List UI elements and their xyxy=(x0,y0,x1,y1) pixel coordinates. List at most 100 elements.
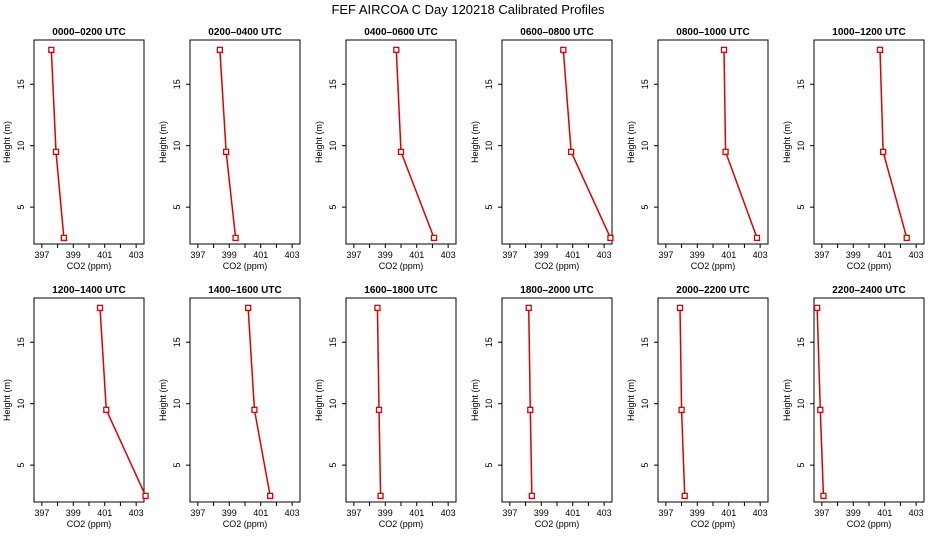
y-tick-label: 15 xyxy=(484,337,494,347)
x-axis-label: CO2 (ppm) xyxy=(379,261,424,271)
y-tick-label: 10 xyxy=(172,141,182,151)
profile-panel: 1400–1600 UTC 397 399 401 403 5 10 15 CO2 (ppm) H… xyxy=(158,285,301,529)
y-tick-label: 5 xyxy=(172,205,182,210)
data-point xyxy=(567,148,575,155)
profile-line xyxy=(816,307,825,496)
y-tick-label: 5 xyxy=(796,463,806,468)
x-axis-label: CO2 (ppm) xyxy=(847,261,892,271)
x-axis-label: CO2 (ppm) xyxy=(67,261,112,271)
panel-title: 0600–0800 UTC xyxy=(520,27,593,38)
x-tick-label: 399 xyxy=(222,508,237,518)
plot-frame xyxy=(657,297,769,503)
y-axis-label: Height (m) xyxy=(158,121,168,163)
profile-line xyxy=(395,49,435,239)
panel-title: 1000–1200 UTC xyxy=(832,27,905,38)
x-tick-label: 403 xyxy=(129,508,144,518)
profile-panel: 0800–1000 UTC 397 399 401 403 5 10 15 CO2 (ppm) H… xyxy=(626,27,769,271)
y-axis-label: Height (m) xyxy=(2,379,12,421)
y-axis-label: Height (m) xyxy=(470,379,480,421)
profile-panel: 1200–1400 UTC 397 399 401 403 5 10 15 CO2 (ppm) H… xyxy=(2,285,149,529)
y-axis-label: Height (m) xyxy=(626,379,636,421)
x-tick-label: 397 xyxy=(502,250,517,260)
y-tick-label: 5 xyxy=(16,463,26,468)
x-tick-label: 397 xyxy=(190,250,205,260)
data-point xyxy=(377,492,384,500)
x-axis-label: CO2 (ppm) xyxy=(67,519,112,529)
profile-panel: 2000–2200 UTC 397 399 401 403 5 10 15 CO2 (ppm) H… xyxy=(626,285,769,529)
plot-frame xyxy=(657,39,769,245)
profile-line xyxy=(50,49,65,238)
y-tick-label: 15 xyxy=(16,79,26,89)
data-point xyxy=(528,492,536,500)
panels-grid: 0000–0200 UTC 397 399 401 403 5 10 15 CO2 (ppm) H… xyxy=(2,27,925,529)
y-tick-label: 10 xyxy=(484,141,494,151)
data-point xyxy=(676,304,684,311)
panel-title: 0200–0400 UTC xyxy=(208,27,281,38)
y-tick-label: 10 xyxy=(484,399,494,409)
data-point xyxy=(222,148,230,155)
y-tick-label: 10 xyxy=(640,141,650,151)
x-tick-label: 401 xyxy=(877,508,892,518)
y-tick-label: 15 xyxy=(172,79,182,89)
y-tick-label: 5 xyxy=(640,463,650,468)
profile-panel: 0000–0200 UTC 397 399 401 403 5 10 15 CO2 (ppm) H… xyxy=(2,27,145,271)
y-axis-label: Height (m) xyxy=(158,379,168,421)
y-tick-label: 15 xyxy=(796,337,806,347)
x-tick-label: 399 xyxy=(222,250,237,260)
panel-title: 1400–1600 UTC xyxy=(208,285,281,296)
x-tick-label: 399 xyxy=(378,508,393,518)
data-point xyxy=(527,406,534,413)
x-tick-label: 403 xyxy=(909,508,924,518)
y-tick-label: 5 xyxy=(796,205,806,210)
plot-frame xyxy=(501,297,613,503)
profile-line xyxy=(879,49,908,239)
data-point xyxy=(678,406,685,413)
data-point xyxy=(722,148,729,155)
data-point xyxy=(430,234,438,242)
profile-panel: 2200–2400 UTC 397 399 401 403 5 10 15 CO2 (ppm) H… xyxy=(782,285,925,529)
x-tick-label: 397 xyxy=(814,250,829,260)
profile-line xyxy=(247,307,271,496)
x-tick-label: 403 xyxy=(753,250,768,260)
plot-frame xyxy=(189,297,301,503)
x-tick-label: 399 xyxy=(690,508,705,518)
y-tick-label: 5 xyxy=(484,463,494,468)
x-tick-label: 399 xyxy=(378,250,393,260)
x-tick-label: 397 xyxy=(814,508,829,518)
x-tick-label: 397 xyxy=(34,250,49,260)
data-point xyxy=(251,406,258,413)
x-tick-label: 401 xyxy=(97,250,112,260)
data-point xyxy=(753,234,761,242)
data-point xyxy=(813,304,821,311)
x-tick-label: 403 xyxy=(129,250,144,260)
data-point xyxy=(903,234,910,242)
x-tick-label: 401 xyxy=(877,250,892,260)
panel-title: 2000–2200 UTC xyxy=(676,285,749,296)
x-tick-label: 401 xyxy=(721,508,736,518)
data-point xyxy=(817,406,824,413)
x-tick-label: 397 xyxy=(658,508,673,518)
profile-panel: 1800–2000 UTC 397 399 401 403 5 10 15 CO2 (ppm) H… xyxy=(470,285,613,529)
y-tick-label: 10 xyxy=(328,141,338,151)
x-axis-label: CO2 (ppm) xyxy=(847,519,892,529)
panel-title: 1800–2000 UTC xyxy=(520,285,593,296)
profile-panel: 0600–0800 UTC 397 399 401 403 5 10 15 CO2 (ppm) H… xyxy=(470,27,614,271)
panel-title: 0000–0200 UTC xyxy=(52,27,125,38)
y-tick-label: 15 xyxy=(484,79,494,89)
y-tick-label: 15 xyxy=(328,337,338,347)
x-tick-label: 403 xyxy=(597,250,612,260)
y-axis-label: Height (m) xyxy=(626,121,636,163)
data-point xyxy=(720,46,728,53)
y-axis-label: Height (m) xyxy=(314,379,324,421)
x-tick-label: 399 xyxy=(534,508,549,518)
x-axis-label: CO2 (ppm) xyxy=(223,261,268,271)
y-axis-label: Height (m) xyxy=(2,121,12,163)
plot-frame xyxy=(33,297,145,503)
x-axis-label: CO2 (ppm) xyxy=(691,519,736,529)
data-point xyxy=(142,492,149,500)
x-tick-label: 401 xyxy=(565,250,580,260)
y-tick-label: 5 xyxy=(484,205,494,210)
data-point xyxy=(48,46,55,53)
data-point xyxy=(52,148,60,155)
x-axis-label: CO2 (ppm) xyxy=(535,261,580,271)
